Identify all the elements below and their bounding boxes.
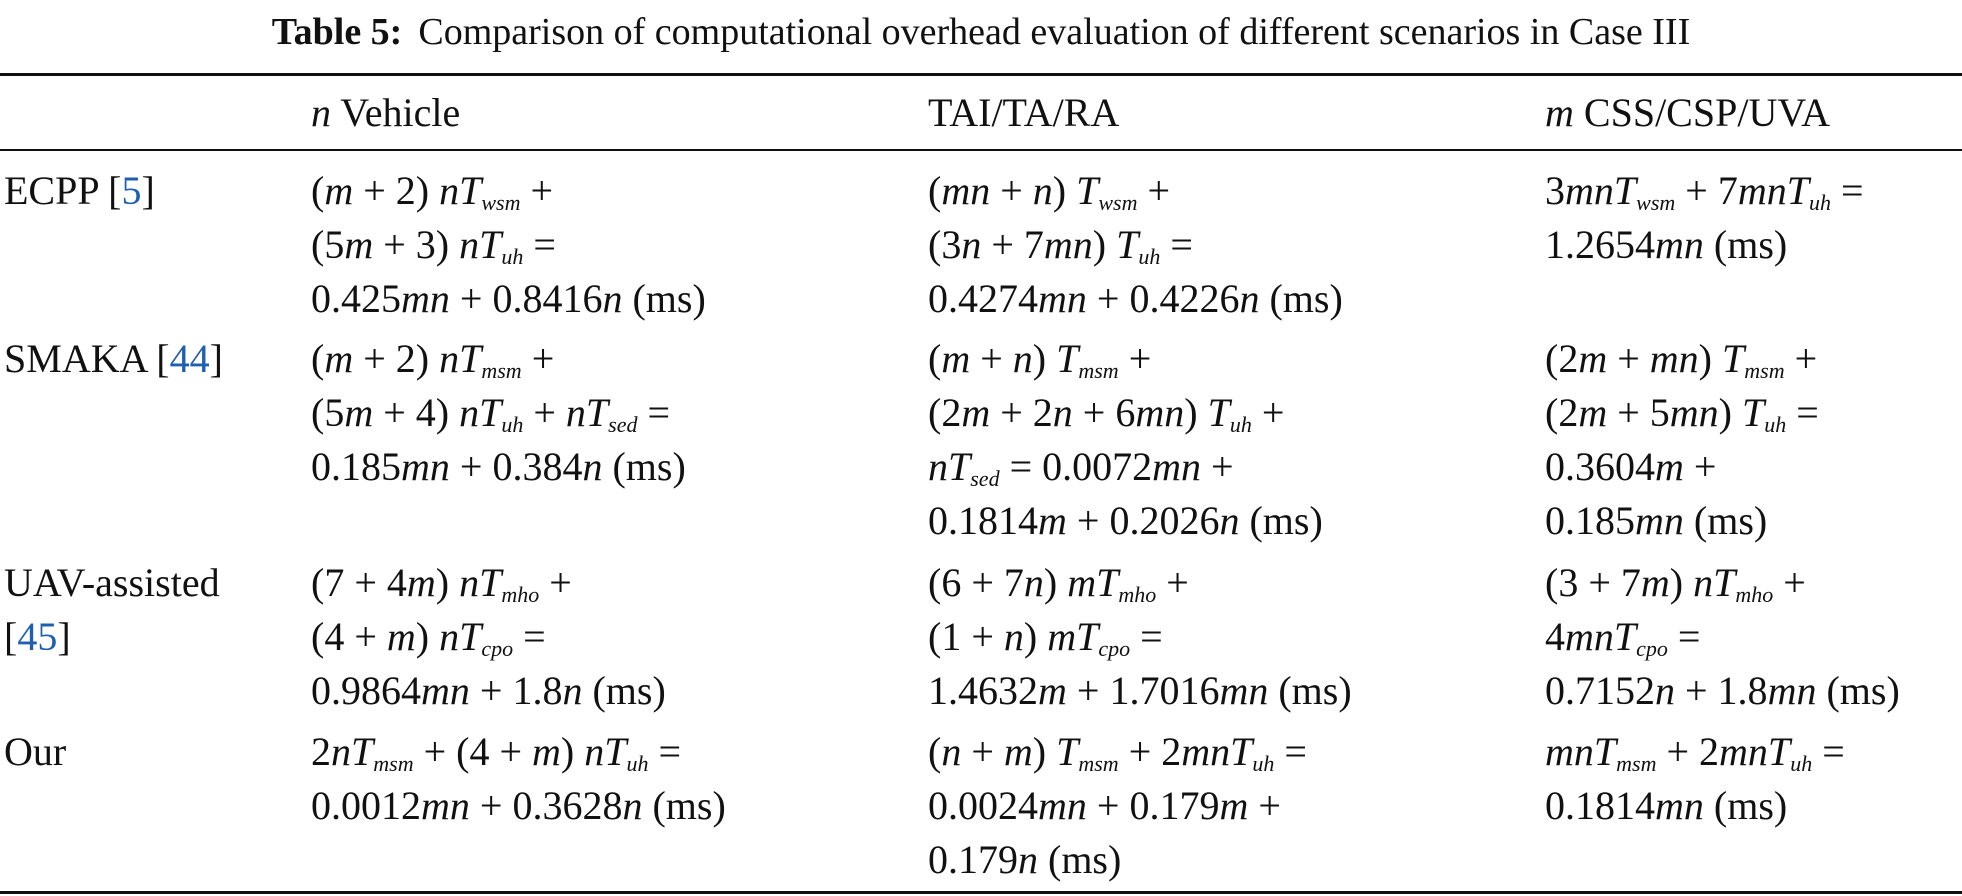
row-ecpp-scheme: ECPP [5] bbox=[4, 168, 155, 213]
row-our-scheme: Our bbox=[4, 729, 67, 774]
cell-our-tai: (n + m) Tmsm + 2mnTuh = 0.0024mn + 0.179… bbox=[928, 729, 1307, 882]
bottom-rule bbox=[0, 891, 1962, 894]
caption-text: Comparison of computational overhead eva… bbox=[418, 11, 1691, 53]
citation-link[interactable]: 45 bbox=[17, 614, 58, 659]
cell-uav-vehicle: (7 + 4m) nTmho + (4 + m) nTcpo = 0.9864m… bbox=[311, 560, 666, 713]
citation-link[interactable]: 44 bbox=[169, 336, 210, 381]
caption-label: Table 5: bbox=[271, 11, 403, 53]
cell-ecpp-tai: (mn + n) Twsm + (3n + 7mn) Tuh = 0.4274m… bbox=[928, 168, 1343, 321]
top-rule bbox=[0, 73, 1962, 76]
cell-smaka-tai: (m + n) Tmsm + (2m + 2n + 6mn) Tuh + nTs… bbox=[928, 336, 1323, 543]
cell-our-css: mnTmsm + 2mnTuh = 0.1814mn (ms) bbox=[1545, 729, 1845, 828]
row-uav-scheme: UAV-assisted [45] bbox=[4, 560, 220, 659]
header-vehicle: n Vehicle bbox=[311, 90, 461, 135]
citation-link[interactable]: 5 bbox=[121, 168, 142, 213]
table-caption: Table 5: Comparison of computational ove… bbox=[0, 0, 1962, 64]
cell-smaka-css: (2m + mn) Tmsm + (2m + 5mn) Tuh = 0.3604… bbox=[1545, 336, 1819, 543]
header-tai-ta-ra: TAI/TA/RA bbox=[928, 90, 1120, 135]
cell-our-vehicle: 2nTmsm + (4 + m) nTuh = 0.0012mn + 0.362… bbox=[311, 729, 726, 828]
cell-ecpp-css: 3mnTwsm + 7mnTuh = 1.2654mn (ms) bbox=[1545, 168, 1864, 267]
cell-uav-tai: (6 + 7n) mTmho + (1 + n) mTcpo = 1.4632m… bbox=[928, 560, 1352, 713]
cell-uav-css: (3 + 7m) nTmho + 4mnTcpo = 0.7152n + 1.8… bbox=[1545, 560, 1900, 713]
header-css-csp-uva: m CSS/CSP/UVA bbox=[1545, 90, 1830, 135]
row-smaka-scheme: SMAKA [44] bbox=[4, 336, 223, 381]
cell-ecpp-vehicle: (m + 2) nTwsm + (5m + 3) nTuh = 0.425mn … bbox=[311, 168, 706, 321]
cell-smaka-vehicle: (m + 2) nTmsm + (5m + 4) nTuh + nTsed = … bbox=[311, 336, 686, 489]
header-rule bbox=[0, 149, 1962, 151]
